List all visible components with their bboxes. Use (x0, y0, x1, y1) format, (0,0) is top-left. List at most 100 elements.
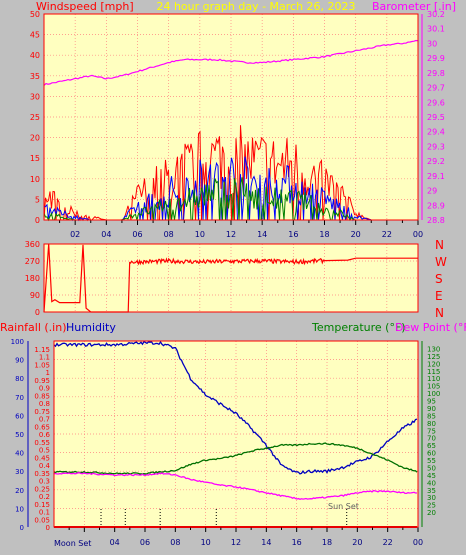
barometer-axis-label: Barometer [.in] (372, 0, 456, 13)
barometer-tick: 29.4 (427, 128, 445, 137)
rainfall-tick: 0.1 (39, 509, 50, 517)
windspeed-tick: 10 (30, 175, 40, 184)
direction-tick: 360 (25, 240, 40, 249)
rainfall-tick: 0.95 (34, 377, 50, 385)
barometer-tick: 29.8 (427, 69, 445, 78)
temperature-tick: 105 (427, 383, 440, 391)
temperature-tick: 90 (427, 405, 436, 413)
rainfall-tick: 0.6 (39, 431, 51, 439)
humidity-tick: 50 (15, 431, 24, 439)
compass-e: E (435, 289, 443, 303)
temperature-tick: 75 (427, 427, 436, 435)
windspeed-tick: 30 (30, 92, 40, 101)
humidity-tick: 70 (15, 394, 24, 402)
windspeed-tick: 45 (30, 31, 40, 40)
barometer-tick: 29.1 (427, 172, 445, 181)
compass-w: W (435, 255, 447, 269)
windspeed-tick: 40 (30, 51, 40, 60)
humidity-tick: 30 (15, 468, 24, 476)
temperature-tick: 65 (427, 442, 436, 450)
rainfall-tick: 0.7 (39, 416, 50, 424)
temperature-tick: 30 (427, 494, 436, 502)
windspeed-tick: 0 (35, 216, 40, 225)
temperature-tick: 55 (427, 457, 436, 465)
rainfall-tick: 0.75 (34, 408, 50, 416)
barometer-tick: 30 (427, 39, 437, 48)
temperature-tick: 70 (427, 435, 436, 443)
rainfall-tick: 1.05 (34, 361, 50, 369)
temperature-axis-label: Temperature (°F) (311, 321, 406, 334)
barometer-tick: 30.2 (427, 10, 445, 19)
temperature-tick: 25 (427, 502, 436, 510)
dewpoint-line (53, 472, 417, 500)
temperature-tick: 40 (427, 479, 436, 487)
temperature-tick: 120 (427, 360, 440, 368)
temperature-tick: 100 (427, 390, 440, 398)
temperature-tick: 45 (427, 472, 436, 480)
humidity-tick: 0 (20, 524, 24, 532)
wind-x-tick: 18 (319, 230, 329, 239)
sun-set-label: Sun Set (328, 502, 359, 511)
rainfall-tick: 0.2 (39, 493, 50, 501)
temperature-tick: 130 (427, 345, 440, 353)
wind-x-tick: 20 (351, 230, 361, 239)
rainfall-tick: 0.5 (39, 447, 50, 455)
barometer-tick: 29.7 (427, 84, 445, 93)
axes (27, 13, 423, 532)
wind-x-tick: 14 (257, 230, 267, 239)
wind-x-tick: 10 (195, 230, 205, 239)
weather-plot-frame (53, 340, 419, 528)
rainfall-tick: 0.8 (39, 400, 50, 408)
rainfall-tick: 0.35 (34, 470, 50, 478)
windspeed-tick: 5 (35, 195, 40, 204)
barometer-tick: 30.1 (427, 25, 445, 34)
direction-plot-frame (43, 243, 419, 313)
humidity-tick: 90 (15, 357, 24, 365)
weather-x-tick: 08 (170, 538, 180, 547)
windspeed-tick: 35 (30, 72, 40, 81)
temperature-line (53, 442, 418, 475)
temperature-tick: 95 (427, 398, 436, 406)
wind-x-tick: 16 (288, 230, 298, 239)
humidity-axis-label: Humidity (66, 321, 116, 334)
compass-s: S (435, 272, 443, 286)
weather-x-tick: 16 (292, 538, 302, 547)
windspeed-tick: 20 (30, 134, 40, 143)
direction-tick: 90 (30, 291, 40, 300)
barometer-tick: 29.9 (427, 54, 445, 63)
weather-x-tick: 12 (231, 538, 241, 547)
rainfall-tick: 0.15 (34, 501, 50, 509)
rainfall-tick: 1.15 (34, 346, 50, 354)
humidity-tick: 40 (15, 450, 24, 458)
rainfall-tick: 0.05 (34, 516, 50, 524)
temperature-tick: 20 (427, 509, 436, 517)
tick-labels: 02 04 06 08 10 12 14 16 18 20 22 000510152025303540… (11, 10, 445, 547)
rainfall-tick: 0.45 (34, 454, 50, 462)
wind-x-tick: 08 (164, 230, 174, 239)
humidity-tick: 80 (15, 375, 24, 383)
barometer-tick: 29.3 (427, 142, 445, 151)
wind-x-tick: 22 (382, 230, 392, 239)
wind-x-tick: 04 (101, 230, 111, 239)
compass-n-bottom: N (435, 306, 444, 320)
rainfall-tick: 0.25 (34, 485, 50, 493)
temperature-tick: 35 (427, 487, 436, 495)
weather-x-tick: 00 (413, 538, 423, 547)
rainfall-tick: 0.4 (39, 462, 51, 470)
temperature-tick: 60 (427, 450, 436, 458)
windspeed-tick: 50 (30, 10, 40, 19)
barometer-tick: 28.8 (427, 216, 445, 225)
temperature-tick: 110 (427, 375, 440, 383)
rainfall-tick: 1 (46, 369, 50, 377)
weather-x-tick: 14 (261, 538, 271, 547)
direction-tick: 0 (35, 308, 40, 317)
direction-tick: 180 (25, 274, 40, 283)
temperature-tick: 85 (427, 412, 436, 420)
wind-x-tick: 12 (226, 230, 236, 239)
rainfall-tick: 0.55 (34, 439, 50, 447)
humidity-tick: 100 (11, 338, 24, 346)
dewpoint-axis-label: Dew Point (°F) (395, 321, 466, 334)
weather-x-tick: 18 (322, 538, 332, 547)
wind-direction-line (43, 243, 418, 313)
